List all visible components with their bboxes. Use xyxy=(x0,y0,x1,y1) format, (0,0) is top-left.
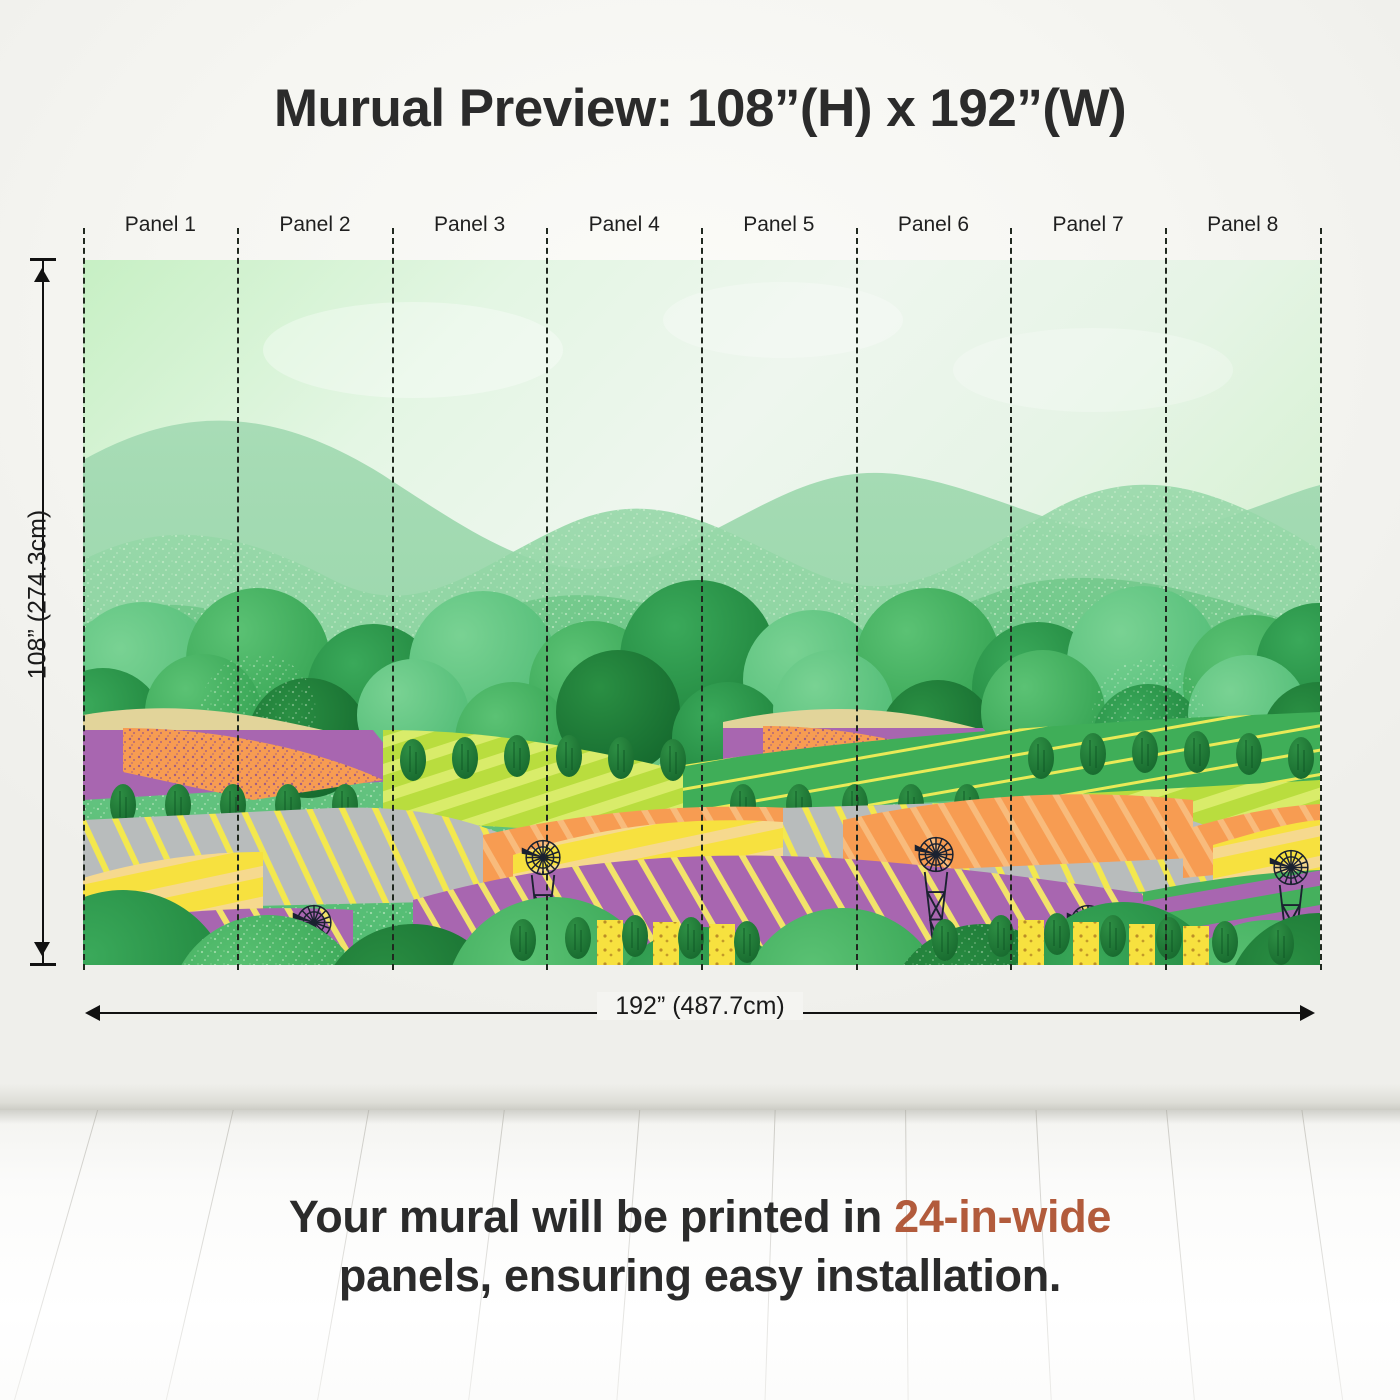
height-dimension-line xyxy=(42,258,44,966)
caption-line1-prefix: Your mural will be printed in xyxy=(288,1191,895,1242)
panel-label-5: Panel 5 xyxy=(743,213,815,236)
panel-divider-2 xyxy=(392,228,394,970)
height-dimension-label: 108” (274.3cm) xyxy=(23,509,52,680)
panel-divider-5 xyxy=(856,228,858,970)
floor-seam xyxy=(1300,1110,1347,1400)
panel-label-6: Panel 6 xyxy=(897,213,970,236)
panel-divider-4 xyxy=(701,228,703,970)
height-arrow-down xyxy=(34,942,50,956)
panel-divider-left-edge xyxy=(83,228,85,970)
panel-divider-right-edge xyxy=(1320,228,1322,970)
panel-divider-6 xyxy=(1010,228,1012,970)
wood-floor xyxy=(0,1110,1400,1400)
panel-label-3: Panel 3 xyxy=(433,213,506,236)
panel-label-8: Panel 8 xyxy=(1207,213,1279,236)
page-title: Murual Preview: 108”(H) x 192”(W) xyxy=(273,79,1127,138)
height-tick-bottom xyxy=(30,963,56,966)
panel-divider-7 xyxy=(1165,228,1167,970)
caption-accent-text: 24-in-wide xyxy=(894,1191,1112,1242)
panel-divider-3 xyxy=(546,228,548,970)
panel-label-4: Panel 4 xyxy=(588,213,660,236)
width-dimension-label: 192” (487.7cm) xyxy=(0,992,1400,1021)
height-tick-top xyxy=(30,258,56,261)
panel-label-7: Panel 7 xyxy=(1052,213,1124,236)
width-arrow-right xyxy=(1300,1005,1315,1021)
panel-label-row: Panel 1 Panel 2 Panel 3 Panel 4 Panel 5 … xyxy=(83,213,1320,249)
baseboard-shadow xyxy=(0,1110,1400,1124)
width-dimension-text: 192” (487.7cm) xyxy=(597,992,803,1020)
height-arrow-up xyxy=(34,268,50,282)
panel-label-1: Panel 1 xyxy=(124,213,196,236)
footer-caption: Your mural will be printed in 24-in-wide… xyxy=(100,1188,1300,1305)
floor-seam xyxy=(9,1110,101,1400)
caption-line2: panels, ensuring easy installation. xyxy=(338,1249,1062,1301)
width-arrow-left xyxy=(85,1005,100,1021)
panel-divider-1 xyxy=(237,228,239,970)
panel-label-2: Panel 2 xyxy=(279,213,351,236)
